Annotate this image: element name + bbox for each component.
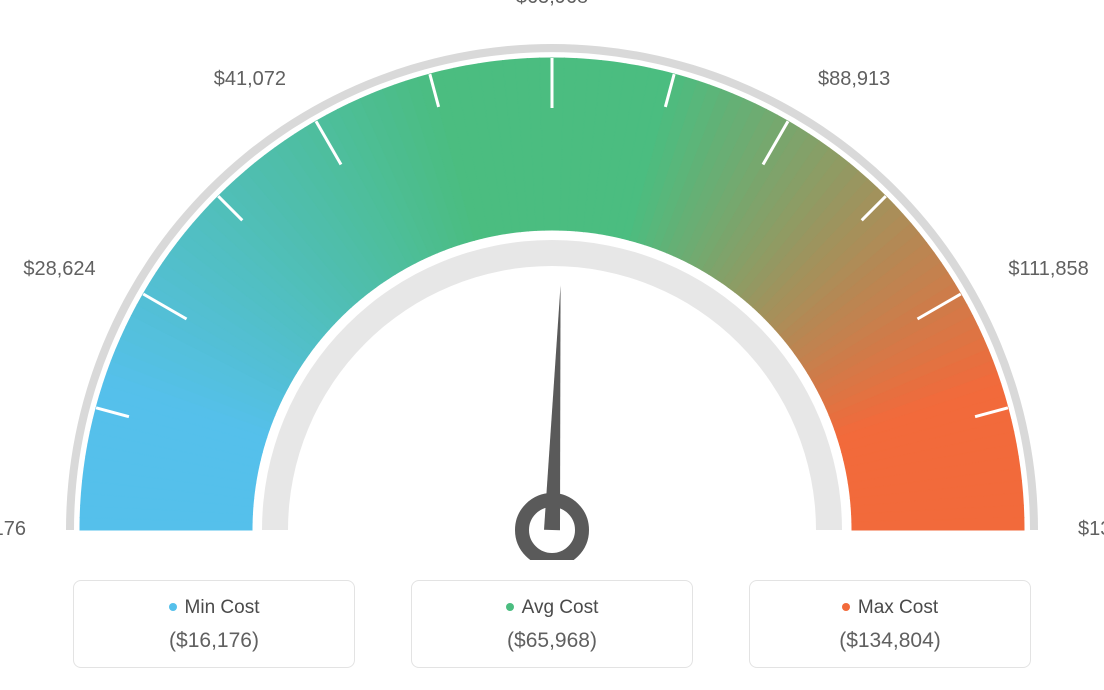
gauge-tick-label: $111,858: [1008, 258, 1088, 281]
legend-card-min: Min Cost ($16,176): [73, 580, 355, 668]
gauge-svg: [0, 0, 1104, 560]
legend-card-max: Max Cost ($134,804): [749, 580, 1031, 668]
gauge-tick-label: $28,624: [23, 258, 95, 281]
gauge-tick-label: $41,072: [214, 68, 286, 91]
legend-title-avg-text: Avg Cost: [522, 597, 599, 618]
legend-value-max: ($134,804): [750, 629, 1030, 653]
legend-dot-avg: [506, 603, 514, 611]
gauge-tick-label: $65,968: [516, 0, 588, 9]
legend-title-max: Max Cost: [750, 597, 1030, 619]
legend-row: Min Cost ($16,176) Avg Cost ($65,968) Ma…: [0, 580, 1104, 668]
legend-title-max-text: Max Cost: [858, 597, 938, 618]
legend-card-avg: Avg Cost ($65,968): [411, 580, 693, 668]
legend-title-min: Min Cost: [74, 597, 354, 619]
gauge-tick-label: $16,176: [0, 518, 26, 541]
legend-value-avg: ($65,968): [412, 629, 692, 653]
legend-dot-min: [169, 603, 177, 611]
gauge-area: $16,176 $28,624 $41,072 $65,968 $88,913 $111,…: [0, 0, 1104, 560]
legend-title-avg: Avg Cost: [412, 597, 692, 619]
gauge-tick-label: $88,913: [818, 68, 890, 91]
legend-title-min-text: Min Cost: [185, 597, 260, 618]
cost-gauge-chart: $16,176 $28,624 $41,072 $65,968 $88,913 $111,…: [0, 0, 1104, 690]
gauge-tick-label: $134,804: [1078, 518, 1104, 541]
legend-dot-max: [842, 603, 850, 611]
legend-value-min: ($16,176): [74, 629, 354, 653]
